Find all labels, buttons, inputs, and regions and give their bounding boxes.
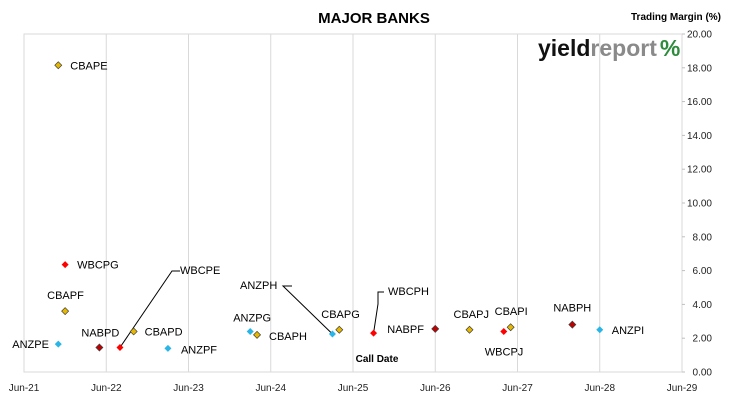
data-point-anzpi: [596, 326, 604, 334]
point-label-cbapg: CBAPG: [321, 309, 360, 321]
data-point-wbcpj: [500, 327, 508, 335]
point-label-cbapd: CBAPD: [145, 326, 183, 338]
y-tick-label: 16.00: [687, 97, 712, 108]
x-tick-label: Jun-26: [420, 383, 451, 394]
logo-percent-icon: %: [660, 35, 680, 61]
point-label-wbcpg: WBCPG: [77, 260, 119, 272]
point-label-anzpf: ANZPF: [181, 344, 217, 356]
point-label-wbcpe: WBCPE: [180, 265, 220, 277]
data-point-cbapj: [465, 325, 474, 334]
data-point-cbaph: [253, 330, 262, 339]
data-point-anzpe: [54, 340, 62, 348]
point-label-cbape: CBAPE: [70, 60, 107, 72]
data-point-nabpd: [95, 343, 104, 352]
point-label-cbapj: CBAPJ: [454, 309, 489, 321]
point-label-anzph: ANZPH: [240, 280, 277, 292]
y-axis-title: Trading Margin (%): [631, 12, 721, 23]
leader-line-anzph: [281, 285, 333, 335]
data-point-nabph: [568, 320, 577, 329]
y-tick-label: 12.00: [687, 165, 712, 176]
x-tick-label: Jun-29: [667, 383, 698, 394]
point-label-cbapf: CBAPF: [47, 290, 84, 302]
data-point-cbapi: [506, 323, 515, 332]
data-point-cbapf: [61, 307, 70, 316]
data-point-nabpf: [431, 324, 440, 333]
x-tick-label: Jun-27: [502, 383, 533, 394]
grid-layer: [105, 34, 601, 372]
data-point-cbape: [54, 61, 63, 70]
point-label-cbaph: CBAPH: [269, 331, 307, 343]
point-label-nabpd: NABPD: [81, 327, 119, 339]
point-labels-layer: CBAPE WBCPG CBAPF ANZPE NABPD WBCPE CBAPD ANZPF…: [12, 60, 644, 358]
y-tick-label: 4.00: [693, 300, 713, 311]
data-point-wbcpg: [61, 261, 69, 269]
y-tick-label: 14.00: [687, 131, 712, 142]
leader-line-wbcpe: [119, 270, 180, 348]
x-tick-label: Jun-24: [255, 383, 286, 394]
data-point-wbcph: [370, 329, 378, 337]
point-label-anzpg: ANZPG: [233, 312, 271, 324]
data-point-cbapg: [335, 325, 344, 334]
data-point-anzpg: [246, 327, 254, 335]
axis-layer: Jun-21 Jun-22 Jun-23 Jun-24 Jun-25 Jun-26 Jun-…: [9, 30, 713, 395]
logo-text-report: report: [590, 35, 657, 61]
y-tick-label: 8.00: [693, 232, 713, 243]
x-tick-label: Jun-25: [338, 383, 369, 394]
y-tick-label: 20.00: [687, 30, 712, 41]
point-label-anzpe: ANZPE: [12, 339, 49, 351]
point-label-nabph: NABPH: [553, 303, 591, 315]
x-tick-label: Jun-21: [9, 383, 40, 394]
point-label-anzpi: ANZPI: [612, 325, 644, 337]
chart-title: MAJOR BANKS: [318, 10, 430, 27]
y-tick-label: 6.00: [693, 266, 713, 277]
leader-line-wbcph: [373, 291, 384, 334]
x-axis-title: Call Date: [356, 354, 399, 365]
point-label-cbapi: CBAPI: [495, 306, 528, 318]
x-tick-label: Jun-28: [584, 383, 615, 394]
logo-text-yield: yield: [538, 35, 590, 61]
point-label-wbcpj: WBCPJ: [485, 346, 523, 358]
data-point-anzpf: [164, 344, 172, 352]
data-point-cbapd: [129, 327, 138, 336]
y-tick-label: 2.00: [693, 334, 713, 345]
data-point-wbcpe: [116, 343, 124, 351]
leader-lines: [119, 270, 384, 348]
yieldreport-logo: yieldreport%: [538, 35, 680, 61]
data-point-anzph: [328, 330, 336, 338]
y-tick-label: 0.00: [693, 368, 713, 379]
x-tick-label: Jun-23: [173, 383, 204, 394]
y-tick-label: 10.00: [687, 199, 712, 210]
point-label-nabpf: NABPF: [387, 324, 424, 336]
points-layer: [54, 61, 604, 352]
x-tick-label: Jun-22: [91, 383, 122, 394]
y-tick-label: 18.00: [687, 63, 712, 74]
svg-text:yieldreport%: yieldreport%: [538, 35, 680, 61]
point-label-wbcph: WBCPH: [388, 286, 429, 298]
